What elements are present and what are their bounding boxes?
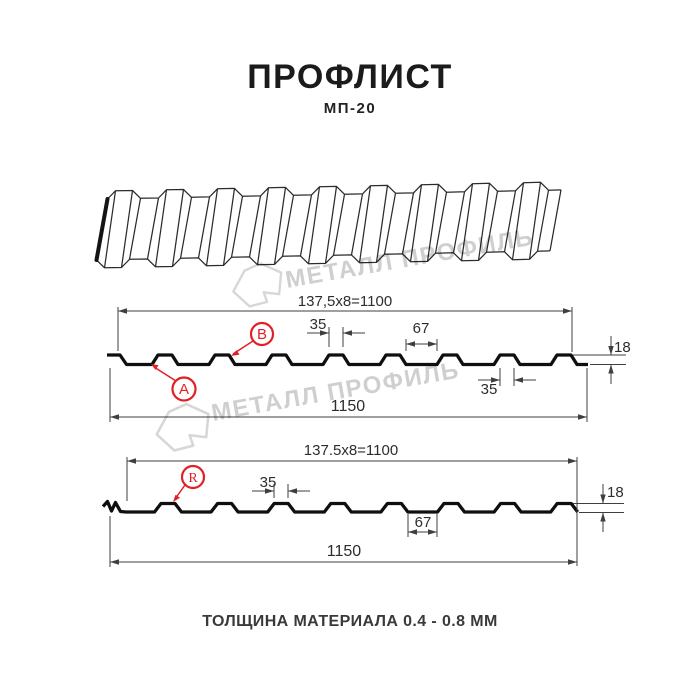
dim-height-front: 18 [614, 339, 631, 356]
callout-b-label: B [257, 326, 267, 343]
callout-r-label: R [188, 471, 198, 486]
cross-section-reverse: 137.5x8=1100 35 67 [101, 442, 624, 567]
profile-3d-view [94, 181, 562, 269]
dim-height-reverse: 18 [607, 484, 624, 501]
dimension-height-front: 18 [573, 336, 631, 384]
dimension-rib-top-reverse: 35 [252, 474, 310, 498]
brand-watermark-text: МЕТАЛЛ ПРОФИЛЬ [209, 357, 461, 427]
profile-outline-reverse [101, 499, 580, 514]
dimension-height-reverse: 18 [573, 484, 624, 532]
dimension-rib-top-front: 35 [307, 316, 365, 347]
material-thickness-note: ТОЛЩИНА МАТЕРИАЛА 0.4 - 0.8 ММ [202, 613, 498, 630]
callout-a: A [151, 364, 197, 402]
page-title: ПРОФЛИСТ [247, 58, 453, 96]
dimension-overall-reverse: 1150 [109, 516, 577, 567]
dim-coverage-reverse: 137.5x8=1100 [304, 442, 398, 459]
profile-outline-front [107, 353, 588, 367]
dimension-coverage-width-reverse: 137.5x8=1100 [126, 442, 578, 566]
brand-logo-icon [155, 402, 210, 452]
dim-rib-bottom-front: 35 [481, 381, 498, 398]
profile-model: МП-20 [323, 100, 377, 117]
brand-watermark-lower: МЕТАЛЛ ПРОФИЛЬ [155, 357, 462, 452]
dim-valley-reverse: 67 [415, 514, 432, 531]
brand-logo-icon [232, 262, 283, 308]
dimension-valley-front: 67 [405, 320, 438, 351]
dim-overall-reverse: 1150 [327, 543, 362, 560]
callout-b: B [231, 321, 275, 356]
dimension-rib-bottom-front: 35 [478, 368, 536, 398]
dimension-valley-reverse: 67 [407, 514, 438, 537]
dimension-overall-front: 1150 [109, 368, 588, 422]
dim-coverage-front: 137,5x8=1100 [298, 293, 392, 310]
dimension-coverage-width-front: 137,5x8=1100 [117, 293, 573, 352]
cross-section-front: 137,5x8=1100 35 67 [107, 293, 631, 422]
callout-r: R [173, 464, 206, 502]
dim-rib-top-front: 35 [310, 316, 327, 333]
callout-a-label: A [179, 381, 189, 398]
dim-valley-front: 67 [413, 320, 430, 337]
dim-overall-front: 1150 [331, 398, 366, 415]
dim-rib-top-reverse: 35 [260, 474, 277, 491]
